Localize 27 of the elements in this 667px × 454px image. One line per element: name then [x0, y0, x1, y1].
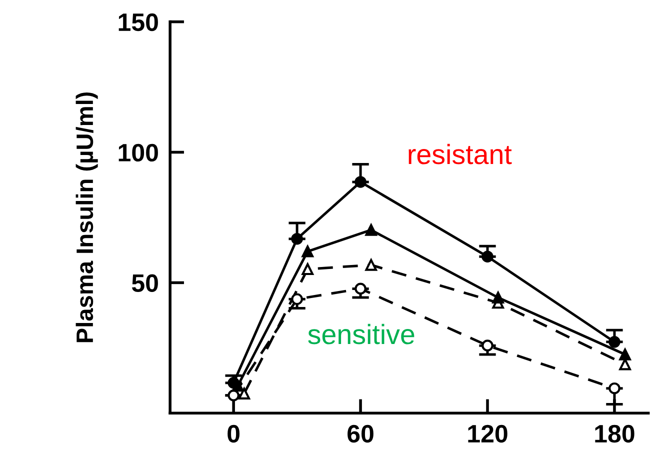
y-axis-title: Plasma Insulin (µU/ml)	[76, 92, 98, 342]
x-tick-label: 0	[228, 424, 240, 443]
point	[492, 292, 504, 304]
point	[302, 245, 314, 258]
point	[354, 176, 366, 188]
point	[291, 232, 303, 245]
point	[608, 382, 620, 394]
annotation: resistant	[408, 144, 512, 164]
x-tick-label: 120	[468, 424, 508, 443]
point	[354, 282, 366, 295]
point	[365, 224, 378, 236]
x-tick-label: 60	[348, 424, 374, 443]
y-tick-label: 100	[118, 144, 158, 162]
point	[291, 293, 303, 306]
point	[608, 336, 620, 348]
point	[232, 380, 244, 392]
y-tick-label: 50	[132, 274, 158, 292]
x-tick-label: 180	[595, 424, 634, 443]
point	[302, 263, 314, 276]
point	[619, 348, 631, 360]
y-tick-label: 150	[118, 13, 158, 32]
point	[238, 388, 250, 400]
point	[365, 259, 378, 271]
point	[482, 250, 494, 263]
point	[228, 389, 240, 402]
annotation: sensitive	[308, 324, 414, 344]
point	[482, 340, 494, 352]
